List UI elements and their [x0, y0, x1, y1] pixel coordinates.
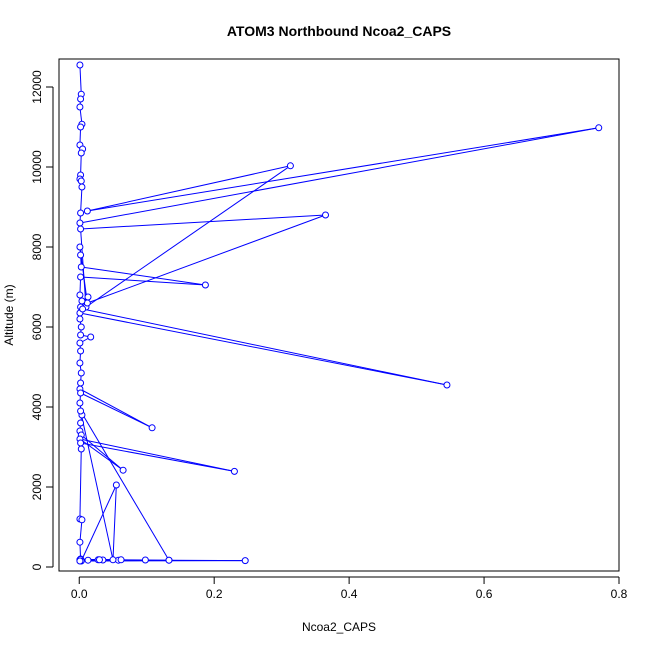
series-segment: [79, 127, 599, 224]
data-point: [230, 467, 238, 475]
data-point: [77, 379, 85, 387]
data-point: [117, 556, 125, 564]
data-point: [148, 424, 156, 432]
data-point: [77, 439, 85, 447]
data-point: [241, 557, 249, 565]
chart-title: ATOM3 Northbound Ncoa2_CAPS: [227, 23, 451, 39]
series-segment: [80, 442, 235, 472]
data-point: [443, 381, 451, 389]
series-segment: [80, 214, 326, 230]
data-point: [595, 124, 603, 132]
data-point: [286, 162, 294, 170]
data-point: [77, 273, 85, 281]
data-point: [84, 556, 92, 564]
data-point: [77, 123, 85, 131]
data-point: [84, 293, 92, 301]
x-axis: 0.0 0.2 0.4 0.6 0.8: [71, 576, 628, 601]
y-tick-label: 4000: [30, 393, 44, 420]
data-point: [77, 419, 85, 427]
series-segment: [80, 484, 117, 562]
data-point: [119, 466, 127, 474]
y-tick-label: 10000: [30, 150, 44, 184]
data-point: [76, 339, 84, 347]
data-point: [78, 183, 86, 191]
data-point: [77, 251, 85, 259]
data-point: [77, 347, 85, 355]
y-tick-label: 12000: [30, 70, 44, 104]
data-point: [201, 281, 209, 289]
series-segment: [80, 186, 83, 214]
x-tick-label: 0.8: [611, 587, 628, 601]
series-segment: [80, 392, 153, 429]
series-segment: [79, 64, 82, 95]
data-point: [76, 399, 84, 407]
series-segment: [79, 438, 235, 472]
data-point: [76, 359, 84, 367]
x-tick-label: 0.4: [341, 587, 358, 601]
y-tick-label: 8000: [30, 233, 44, 260]
data-point: [78, 297, 86, 305]
series-segment: [79, 448, 82, 520]
series-segment: [79, 519, 83, 543]
y-tick-label: 0: [30, 563, 44, 570]
data-point: [77, 149, 85, 157]
data-point: [87, 333, 95, 341]
y-axis: 0 2000 4000 6000 8000 10000 12000: [30, 70, 54, 570]
data-point: [77, 331, 85, 339]
series-segment: [85, 165, 291, 308]
data-point: [79, 305, 87, 313]
y-tick-label: 6000: [30, 313, 44, 340]
series-segment: [80, 152, 82, 176]
series-segment: [112, 484, 117, 560]
data-point: [77, 209, 85, 217]
series-segment: [80, 276, 206, 286]
data-point: [141, 556, 149, 564]
data-point: [77, 263, 85, 271]
series-segment: [87, 165, 291, 212]
data-point: [83, 207, 91, 215]
plot-frame: [58, 58, 620, 572]
x-axis-label: Ncoa2_CAPS: [302, 620, 376, 634]
data-point: [77, 369, 85, 377]
series-layer: [76, 61, 603, 565]
x-tick-label: 0.0: [71, 587, 88, 601]
series-segment: [79, 388, 153, 429]
data-point: [77, 389, 85, 397]
data-point: [76, 315, 84, 323]
data-point: [322, 211, 330, 219]
data-point: [76, 538, 84, 546]
data-point: [78, 516, 86, 524]
data-point: [109, 556, 117, 564]
series-segment: [80, 410, 114, 560]
data-point: [76, 243, 84, 251]
series-segment: [87, 127, 599, 212]
data-point: [77, 407, 85, 415]
series-segment: [80, 410, 170, 561]
x-tick-label: 0.6: [476, 587, 493, 601]
data-point: [76, 61, 84, 69]
data-point: [112, 481, 120, 489]
x-tick-label: 0.2: [206, 587, 223, 601]
series-segment: [87, 214, 326, 304]
data-point: [77, 95, 85, 103]
data-point: [76, 557, 84, 565]
data-point: [76, 103, 84, 111]
data-point: [77, 323, 85, 331]
data-point: [165, 556, 173, 564]
series-segment: [81, 266, 206, 286]
series-segment: [79, 312, 448, 386]
data-point: [77, 177, 85, 185]
data-point: [76, 291, 84, 299]
series-segment: [82, 308, 448, 386]
data-point: [77, 445, 85, 453]
y-axis-label: Altitude (m): [2, 284, 16, 345]
data-point: [76, 219, 84, 227]
y-tick-label: 2000: [30, 473, 44, 500]
data-point: [77, 225, 85, 233]
data-point: [95, 556, 103, 564]
